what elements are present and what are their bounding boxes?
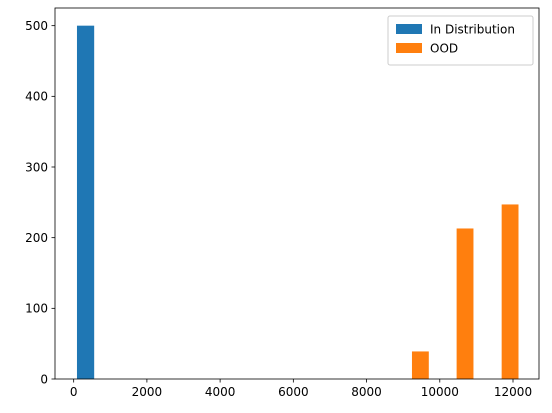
x-axis-ticks: 0 2000 4000 6000 8000 10000 12000 [70, 379, 532, 399]
x-tick-label: 4000 [205, 385, 236, 399]
legend-label-in-distribution: In Distribution [430, 23, 515, 37]
bar-ood-0 [411, 351, 429, 379]
bar-ood-1 [456, 228, 474, 379]
x-tick-label: 6000 [278, 385, 309, 399]
x-tick-label: 12000 [494, 385, 532, 399]
y-tick-label: 0 [40, 372, 48, 386]
bar-ood-2 [501, 204, 519, 379]
y-tick-label: 200 [25, 231, 48, 245]
x-tick-label: 10000 [421, 385, 459, 399]
bar-in-distribution-0 [76, 25, 95, 379]
x-tick-label: 8000 [351, 385, 382, 399]
axes-frame [54, 7, 540, 380]
legend-label-ood: OOD [430, 42, 458, 56]
y-tick-label: 100 [25, 302, 48, 316]
legend-box [387, 15, 534, 66]
x-tick-label: 2000 [132, 385, 163, 399]
y-tick-label: 400 [25, 90, 48, 104]
legend-swatch-ood [396, 43, 422, 53]
legend-swatch-in-distribution [396, 24, 422, 34]
y-tick-label: 300 [25, 160, 48, 174]
y-axis-ticks: 0 100 200 300 400 500 [25, 19, 55, 386]
bars-layer [76, 25, 519, 379]
x-tick-label: 0 [70, 385, 78, 399]
legend: In Distribution OOD [387, 15, 534, 66]
plot-area: 0 2000 4000 6000 8000 10000 12000 0 100 200 300 40… [25, 7, 540, 399]
y-tick-label: 500 [25, 19, 48, 33]
